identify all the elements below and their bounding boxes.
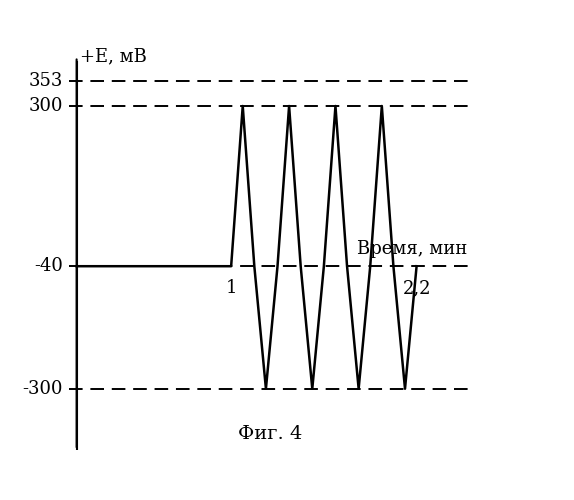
Text: Время, мин: Время, мин	[358, 240, 468, 258]
Text: -300: -300	[22, 380, 63, 398]
Text: 300: 300	[28, 97, 63, 115]
Text: 1: 1	[226, 280, 237, 297]
Text: +E, мВ: +E, мВ	[80, 47, 146, 65]
Text: 2,2: 2,2	[402, 280, 431, 297]
Text: -40: -40	[34, 257, 63, 275]
Text: Фиг. 4: Фиг. 4	[238, 425, 302, 443]
Text: 353: 353	[28, 72, 63, 90]
